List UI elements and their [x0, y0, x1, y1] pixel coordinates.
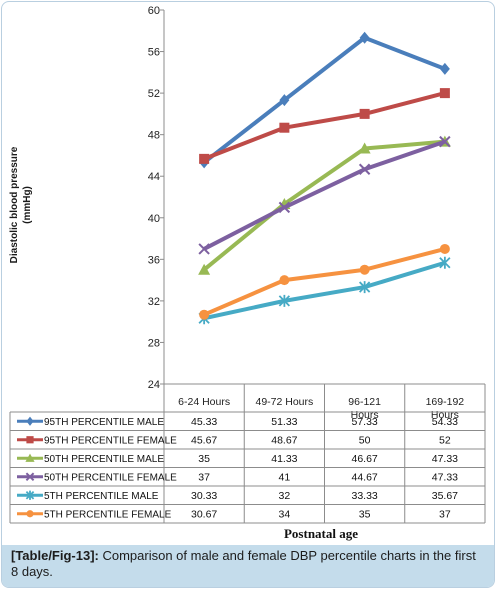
series-name: 50TH PERCENTILE FEMALE	[44, 473, 177, 484]
triangle-marker	[358, 142, 371, 154]
series-line	[203, 91, 446, 161]
series-name: 95TH PERCENTILE FEMALE	[44, 436, 177, 447]
y-tick-label: 44	[148, 171, 160, 183]
x-marker	[278, 201, 291, 214]
y-axis-title: Diastolic blood pressure	[9, 146, 20, 263]
y-tick-label: 40	[148, 213, 160, 225]
table-cell-value: 48.67	[271, 435, 297, 447]
table-cell-value: 35.67	[432, 490, 458, 502]
table-cell-value: 45.33	[191, 416, 217, 428]
diamond-marker	[359, 31, 370, 44]
diamond-marker	[439, 62, 450, 75]
star-marker	[439, 256, 451, 269]
table-cell-value: 50	[359, 435, 371, 447]
series-name: 95TH PERCENTILE MALE	[44, 417, 164, 428]
x-category-label: 6-24 Hours	[178, 396, 230, 408]
table-cell-value: 37	[198, 472, 210, 484]
diamond-marker	[279, 94, 290, 107]
y-tick-label: 24	[148, 379, 160, 391]
x-marker	[358, 163, 371, 175]
table-cell-value: 46.67	[351, 453, 377, 465]
x-axis-title: Postnatal age	[284, 526, 358, 541]
circle-marker	[26, 510, 34, 518]
x-marker	[198, 243, 210, 255]
circle-marker	[199, 309, 210, 320]
series-name: 5TH PERCENTILE MALE	[44, 491, 159, 502]
x-marker	[25, 472, 35, 482]
table-cell-value: 54.33	[432, 416, 458, 428]
table-cell-value: 35	[198, 453, 210, 465]
series-line	[203, 247, 446, 317]
x-category-label: 49-72 Hours	[255, 396, 313, 408]
y-tick-label: 60	[148, 5, 160, 17]
table-cell-value: 30.33	[191, 490, 217, 502]
triangle-marker	[198, 263, 211, 275]
table-cell-value: 51.33	[271, 416, 297, 428]
diamond-marker	[26, 416, 34, 426]
series-line	[203, 260, 446, 321]
square-marker	[439, 88, 450, 99]
table-cell-value: 52	[439, 435, 451, 447]
table-cell-value: 41	[279, 472, 291, 484]
series-line	[202, 139, 446, 272]
square-marker	[359, 108, 370, 119]
table-cell-value: 47.33	[432, 472, 458, 484]
table-cell-value: 57.33	[351, 416, 377, 428]
circle-marker	[439, 243, 450, 254]
caption-tag: [Table/Fig-13]:	[11, 548, 99, 563]
star-marker	[358, 281, 371, 294]
x-marker	[439, 135, 451, 148]
x-category-label: 96-121	[348, 396, 381, 408]
table-cell-value: 41.33	[271, 453, 297, 465]
y-tick-label: 48	[148, 130, 160, 142]
chart: 24 28 32 36 40 44 48 52 56 60 6-24 Hours 49-72 Hou…	[9, 5, 486, 541]
table-cell-value: 45.67	[191, 435, 217, 447]
circle-marker	[279, 275, 290, 286]
table-cell-value: 44.67	[351, 472, 377, 484]
square-marker	[26, 436, 34, 444]
circle-marker	[359, 264, 370, 275]
table-cell-value: 30.67	[191, 509, 217, 521]
table-cell-value: 35	[359, 509, 371, 521]
table-cell-value: 37	[439, 509, 451, 521]
series-name: 5TH PERCENTILE FEMALE	[44, 510, 172, 521]
y-tick-label: 28	[148, 337, 160, 349]
table-cell-value: 34	[279, 509, 291, 521]
y-axis-unit: (mmHg)	[22, 186, 33, 224]
y-tick-label: 32	[148, 296, 160, 308]
series-line	[203, 139, 446, 251]
figure-caption: [Table/Fig-13]: Comparison of male and f…	[2, 545, 494, 587]
star-marker	[25, 490, 35, 500]
y-tick-label: 56	[148, 47, 160, 59]
table-cell-value: 47.33	[432, 453, 458, 465]
star-marker	[278, 294, 291, 307]
x-category-label: 169-192	[426, 396, 465, 408]
table-cell-value: 32	[279, 490, 291, 502]
triangle-marker	[25, 453, 35, 462]
y-tick-label: 36	[148, 254, 160, 266]
square-marker	[279, 122, 290, 133]
table-cell-value: 33.33	[351, 490, 377, 502]
series-name: 50TH PERCENTILE MALE	[44, 454, 164, 465]
caption-text: Comparison of male and female DBP percen…	[11, 548, 476, 579]
series-line	[202, 35, 446, 164]
y-tick-label: 52	[148, 88, 160, 100]
square-marker	[199, 153, 210, 164]
